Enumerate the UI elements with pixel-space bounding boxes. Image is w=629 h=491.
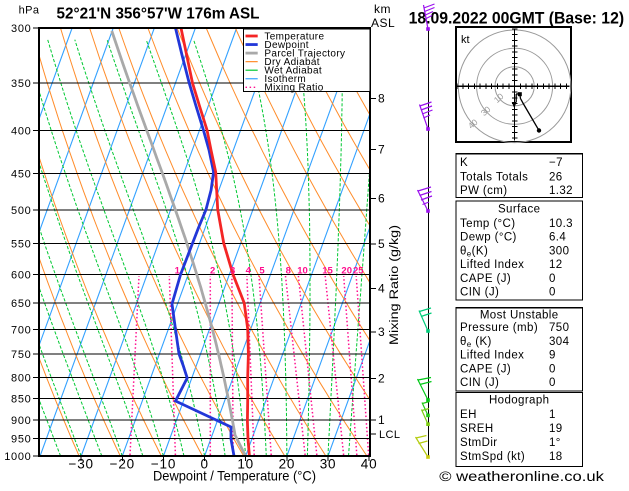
svg-text:CAPE (J): CAPE (J) bbox=[460, 273, 511, 285]
svg-text:−10: −10 bbox=[151, 457, 176, 472]
svg-text:Totals Totals: Totals Totals bbox=[460, 171, 528, 183]
svg-text:ASL: ASL bbox=[371, 16, 395, 30]
svg-text:750: 750 bbox=[11, 349, 31, 361]
svg-text:© weatheronline.co.uk: © weatheronline.co.uk bbox=[439, 468, 605, 484]
svg-text:1.32: 1.32 bbox=[549, 185, 573, 197]
svg-text:0: 0 bbox=[549, 287, 556, 299]
svg-text:9: 9 bbox=[549, 350, 556, 362]
svg-text:Surface: Surface bbox=[498, 204, 540, 216]
svg-text:Hodograph: Hodograph bbox=[489, 395, 550, 407]
svg-text:5: 5 bbox=[378, 237, 385, 251]
svg-text:0: 0 bbox=[549, 273, 556, 285]
svg-text:Isotherm: Isotherm bbox=[264, 74, 306, 85]
svg-text:Wet Adiabat: Wet Adiabat bbox=[264, 66, 322, 77]
svg-text:18: 18 bbox=[549, 451, 563, 463]
svg-text:750: 750 bbox=[549, 322, 569, 334]
svg-text:Dewp (°C): Dewp (°C) bbox=[460, 232, 517, 244]
svg-text:850: 850 bbox=[11, 394, 31, 406]
svg-text:25: 25 bbox=[353, 266, 364, 277]
svg-text:304: 304 bbox=[549, 336, 570, 348]
svg-text:Temperature: Temperature bbox=[264, 31, 324, 42]
svg-text:PW (cm): PW (cm) bbox=[460, 185, 508, 197]
svg-text:1: 1 bbox=[175, 266, 181, 277]
svg-text:Pressure (mb): Pressure (mb) bbox=[460, 322, 538, 334]
svg-text:10.3: 10.3 bbox=[549, 218, 573, 230]
svg-text:15: 15 bbox=[322, 266, 333, 277]
svg-text:0: 0 bbox=[549, 377, 556, 389]
svg-text:40: 40 bbox=[361, 457, 378, 472]
svg-text:10: 10 bbox=[297, 266, 308, 277]
svg-text:Mixing Ratio (g/kg): Mixing Ratio (g/kg) bbox=[389, 225, 401, 345]
svg-text:900: 900 bbox=[11, 415, 31, 427]
svg-text:kt: kt bbox=[461, 34, 470, 46]
svg-text:400: 400 bbox=[11, 125, 31, 137]
svg-text:6.4: 6.4 bbox=[549, 232, 566, 244]
svg-text:Temp (°C): Temp (°C) bbox=[460, 218, 515, 230]
svg-text:4: 4 bbox=[246, 266, 252, 277]
svg-text:10: 10 bbox=[237, 457, 254, 472]
svg-text:8: 8 bbox=[378, 92, 385, 106]
svg-text:0: 0 bbox=[200, 457, 208, 472]
svg-text:650: 650 bbox=[11, 298, 31, 310]
svg-text:θe (K): θe (K) bbox=[460, 336, 492, 349]
svg-text:8: 8 bbox=[286, 266, 291, 277]
svg-text:450: 450 bbox=[11, 169, 31, 181]
svg-text:52°21'N 356°57'W 176m ASL: 52°21'N 356°57'W 176m ASL bbox=[57, 6, 260, 23]
svg-text:EH: EH bbox=[460, 409, 477, 421]
svg-text:Parcel Trajectory: Parcel Trajectory bbox=[264, 48, 345, 59]
svg-text:600: 600 bbox=[11, 270, 31, 282]
svg-text:20: 20 bbox=[279, 457, 296, 472]
svg-text:30: 30 bbox=[320, 457, 337, 472]
svg-text:3: 3 bbox=[230, 266, 235, 277]
svg-text:CIN (J): CIN (J) bbox=[460, 287, 499, 299]
svg-text:Most Unstable: Most Unstable bbox=[480, 310, 559, 322]
svg-text:θe(K): θe(K) bbox=[460, 245, 488, 258]
svg-text:6: 6 bbox=[378, 192, 385, 206]
svg-text:Dewpoint / Temperature (°C): Dewpoint / Temperature (°C) bbox=[153, 468, 316, 484]
svg-text:18.09.2022 00GMT (Base: 12): 18.09.2022 00GMT (Base: 12) bbox=[409, 10, 624, 28]
svg-text:−20: −20 bbox=[110, 457, 135, 472]
svg-text:12: 12 bbox=[549, 259, 563, 271]
svg-text:Lifted Index: Lifted Index bbox=[460, 350, 524, 362]
svg-text:−30: −30 bbox=[69, 457, 94, 472]
svg-text:550: 550 bbox=[11, 239, 31, 251]
svg-text:7: 7 bbox=[378, 143, 385, 157]
svg-text:20: 20 bbox=[341, 266, 352, 277]
svg-text:hPa: hPa bbox=[19, 5, 40, 17]
svg-text:StmDir: StmDir bbox=[460, 437, 498, 449]
svg-text:StmSpd (kt): StmSpd (kt) bbox=[460, 451, 525, 463]
svg-text:K: K bbox=[460, 157, 468, 169]
svg-text:800: 800 bbox=[11, 372, 31, 384]
svg-text:300: 300 bbox=[11, 23, 31, 35]
svg-text:2: 2 bbox=[378, 371, 385, 385]
svg-text:300: 300 bbox=[549, 245, 569, 257]
svg-text:Mixing Ratio: Mixing Ratio bbox=[264, 83, 323, 94]
svg-text:4: 4 bbox=[378, 282, 385, 296]
svg-text:5: 5 bbox=[259, 266, 265, 277]
svg-text:1: 1 bbox=[378, 413, 385, 427]
svg-text:950: 950 bbox=[11, 434, 31, 446]
svg-text:1°: 1° bbox=[549, 437, 561, 449]
svg-text:CAPE (J): CAPE (J) bbox=[460, 363, 511, 375]
svg-text:km: km bbox=[374, 2, 391, 16]
svg-text:19: 19 bbox=[549, 423, 563, 435]
svg-text:Dry Adiabat: Dry Adiabat bbox=[264, 57, 320, 68]
svg-text:700: 700 bbox=[11, 324, 31, 336]
svg-text:3: 3 bbox=[378, 325, 385, 339]
svg-text:CIN (J): CIN (J) bbox=[460, 377, 499, 389]
svg-text:LCL: LCL bbox=[379, 429, 400, 441]
svg-text:Dewpoint: Dewpoint bbox=[264, 40, 309, 51]
svg-text:350: 350 bbox=[11, 78, 31, 90]
svg-text:26: 26 bbox=[549, 171, 563, 183]
svg-text:1: 1 bbox=[549, 409, 556, 421]
svg-text:SREH: SREH bbox=[460, 423, 494, 435]
svg-text:0: 0 bbox=[549, 363, 556, 375]
svg-text:1000: 1000 bbox=[4, 451, 31, 463]
svg-text:Lifted Index: Lifted Index bbox=[460, 259, 524, 271]
svg-text:−7: −7 bbox=[549, 157, 563, 169]
svg-text:2: 2 bbox=[210, 266, 215, 277]
svg-text:500: 500 bbox=[11, 205, 31, 217]
